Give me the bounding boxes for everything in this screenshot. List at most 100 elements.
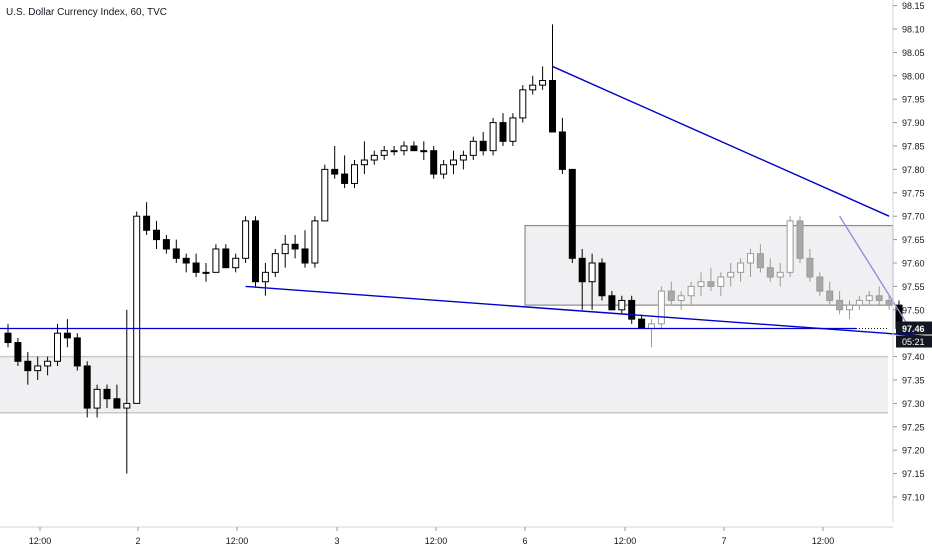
candle <box>766 258 774 282</box>
candle <box>410 141 418 152</box>
candle-body <box>865 295 873 301</box>
candle-body <box>499 122 507 142</box>
candle <box>677 291 685 310</box>
candle <box>291 234 299 259</box>
candle <box>578 248 586 310</box>
candle-body <box>826 290 834 301</box>
price-tick-label: 97.75 <box>902 188 925 198</box>
candle <box>232 253 240 273</box>
candle-body <box>162 239 170 250</box>
price-tick-label: 97.10 <box>902 493 925 503</box>
candle <box>707 267 715 292</box>
zones-layer <box>0 224 894 414</box>
candle <box>826 281 834 306</box>
candle-body <box>24 360 32 372</box>
candle-body <box>796 220 804 259</box>
candle-body <box>133 215 141 404</box>
candle-body <box>14 342 22 362</box>
candle <box>360 141 368 175</box>
candle <box>331 146 339 179</box>
candle <box>301 230 309 268</box>
candle-body <box>192 262 200 273</box>
candle <box>489 117 497 156</box>
candle <box>469 136 477 161</box>
candle <box>885 295 893 310</box>
candle <box>153 220 160 249</box>
candle <box>440 160 448 179</box>
candle <box>657 286 665 329</box>
trendline <box>552 65 890 217</box>
candle <box>271 248 279 278</box>
countdown-label: 05:21 <box>902 337 925 347</box>
candle <box>93 384 101 418</box>
candle-body <box>430 150 438 175</box>
candle-body <box>360 159 368 166</box>
candle-body <box>885 299 893 306</box>
candle <box>628 295 636 324</box>
candle <box>212 244 220 273</box>
time-tick-label: 7 <box>721 536 726 546</box>
candle <box>459 150 467 170</box>
price-tick-label: 97.50 <box>902 305 925 315</box>
candle <box>450 150 457 175</box>
candle-body <box>519 89 527 119</box>
time-tick-label: 2 <box>135 536 140 546</box>
candle-body <box>618 299 626 311</box>
candle <box>242 216 250 263</box>
candle <box>341 155 349 189</box>
candle <box>133 211 141 404</box>
candle-body <box>351 164 358 184</box>
candle-body <box>440 164 448 175</box>
candle-body <box>697 281 705 287</box>
candle <box>796 216 804 263</box>
last-price-label: 97.46 <box>902 324 925 334</box>
candle <box>638 314 646 330</box>
candle <box>648 319 655 348</box>
candle-body <box>143 215 151 231</box>
candle <box>529 75 537 95</box>
price-tick-label: 98.00 <box>902 71 925 81</box>
candle-body <box>687 285 695 297</box>
candle <box>549 24 556 133</box>
countdown-tag <box>896 335 932 348</box>
candle-body <box>113 398 121 409</box>
candle <box>737 258 745 282</box>
price-tick-label: 98.05 <box>902 48 925 58</box>
price-tick-label: 97.70 <box>902 212 925 222</box>
candle-body <box>727 271 735 278</box>
candle-body <box>598 262 606 297</box>
candle-body <box>786 220 794 273</box>
candle <box>687 281 695 306</box>
support-zone <box>0 356 888 413</box>
candle-body <box>242 220 250 259</box>
candle-body <box>153 229 160 241</box>
time-tick-label: 12:00 <box>614 536 637 546</box>
candle <box>786 216 794 278</box>
candle <box>202 263 210 282</box>
candle <box>420 141 428 161</box>
candle-body <box>202 271 210 274</box>
candle-body <box>549 79 556 133</box>
candle <box>697 272 705 296</box>
candle <box>83 361 91 418</box>
candle <box>4 323 12 348</box>
candle-body <box>608 295 616 311</box>
trendline <box>245 285 932 338</box>
candle <box>479 131 487 156</box>
candle <box>667 281 675 306</box>
price-tick-label: 97.80 <box>902 165 925 175</box>
candle-body <box>83 365 91 409</box>
candle <box>756 244 764 273</box>
candle-body <box>63 332 71 339</box>
time-tick-label: 12:00 <box>226 536 249 546</box>
candle <box>776 263 784 287</box>
candle-body <box>469 140 477 156</box>
candle-body <box>232 257 240 269</box>
candle-body <box>568 168 576 259</box>
price-tick-label: 98.10 <box>902 25 925 35</box>
candle-body <box>529 84 537 91</box>
candle-body <box>717 276 725 287</box>
lines-layer <box>0 65 932 343</box>
candles-layer <box>4 24 903 474</box>
